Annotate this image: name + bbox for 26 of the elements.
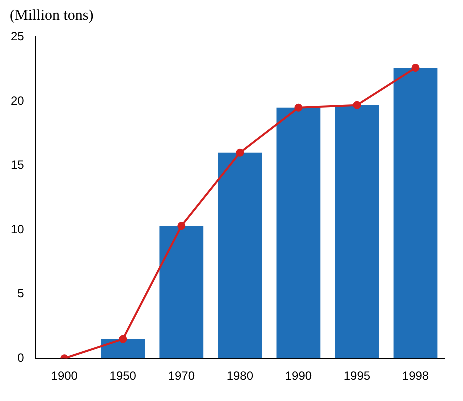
x-tick-label: 1980 [226,369,254,384]
x-tick-label: 1950 [110,369,137,384]
y-tick-label: 15 [10,158,25,172]
point [353,101,362,110]
x-tick-label: 1970 [168,369,196,384]
x-tick-label: 1995 [344,369,371,384]
x-tick-label: 1998 [402,369,430,384]
x-tick-label: 1900 [51,369,78,384]
bar [276,108,321,359]
point [294,104,303,112]
point [119,335,128,344]
bar [101,339,146,359]
y-tick-label: 0 [18,350,25,365]
bar [394,68,438,359]
bar [160,226,204,359]
point [412,64,420,72]
y-tick-label: 10 [10,222,25,236]
y-tick-label: 5 [18,286,25,301]
bar [335,105,380,359]
point [178,222,186,230]
y-tick-label: 25 [10,30,25,44]
y-tick-label: 20 [10,94,25,108]
bar [218,152,262,359]
y-axis-title: (Million tons) [10,8,95,25]
point [236,148,244,157]
x-tick-label: 1990 [285,369,312,384]
